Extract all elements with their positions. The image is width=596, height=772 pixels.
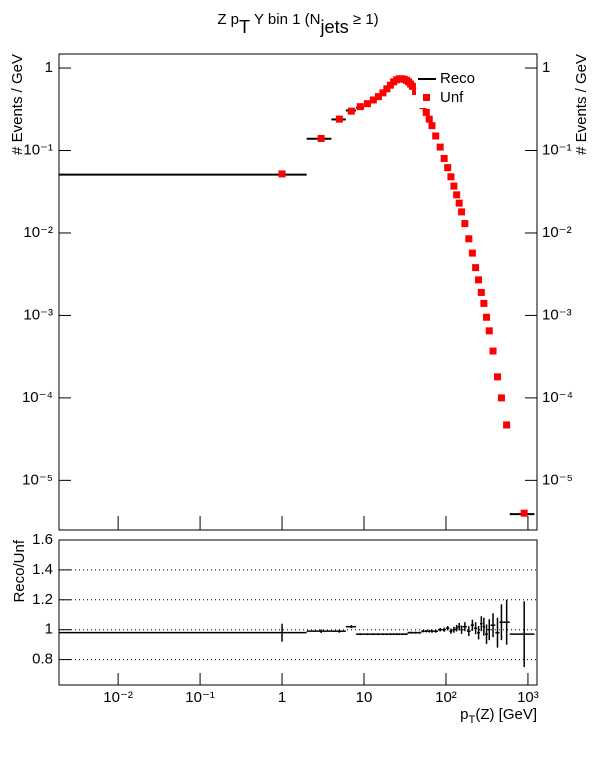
unf-marker <box>422 108 430 116</box>
x-tick-label: 10² <box>435 689 457 706</box>
legend-marker <box>423 94 430 101</box>
unf-marker <box>465 235 473 243</box>
y-axis-label: # Events / GeV <box>9 54 26 155</box>
unf-marker <box>489 347 497 355</box>
unf-marker <box>317 134 325 142</box>
y-tick-label-right: 10⁻² <box>542 224 572 241</box>
unf-marker <box>468 249 476 257</box>
y-tick-label-right: 10⁻¹ <box>542 141 572 158</box>
y-tick-label: 1 <box>45 59 53 76</box>
unf-marker <box>440 154 448 162</box>
chart-title-part: jets <box>319 17 348 37</box>
unf-marker <box>480 299 488 307</box>
chart-title-part: Z p <box>217 11 239 28</box>
unf-marker <box>425 115 433 123</box>
x-axis-label-part: T <box>468 714 475 726</box>
unf-marker <box>483 313 491 321</box>
y-tick-label: 1.2 <box>32 591 53 608</box>
unf-marker <box>408 82 416 90</box>
y-tick-label: 10⁻⁴ <box>22 389 53 406</box>
y-tick-label-right: 10⁻⁴ <box>542 389 573 406</box>
y-tick-label: 10⁻² <box>23 224 53 241</box>
x-tick-label: 10⁻¹ <box>185 689 215 706</box>
y-tick-label-right: 1 <box>542 59 550 76</box>
ratio-frame <box>58 539 538 686</box>
y-tick-label: 1 <box>45 621 53 638</box>
x-tick-label: 10³ <box>517 689 539 706</box>
unf-marker <box>475 276 483 284</box>
unf-marker <box>458 208 466 216</box>
chart-title-part: Y bin 1 (N <box>250 11 320 28</box>
y-axis-label-right: # Events / GeV <box>573 54 590 155</box>
unf-marker <box>497 394 505 402</box>
unf-marker <box>379 89 387 97</box>
y-axis-label: Reco/Unf <box>11 539 28 602</box>
x-tick-label: 1 <box>278 689 286 706</box>
y-tick-label: 10⁻¹ <box>23 141 53 158</box>
unf-marker <box>493 373 501 381</box>
y-tick-label-right: 10⁻⁵ <box>542 471 573 488</box>
unf-marker <box>428 122 436 130</box>
x-tick-label: 10 <box>356 689 373 706</box>
unf-marker <box>444 164 452 172</box>
unf-marker <box>347 107 355 115</box>
chart-title-part: T <box>239 17 250 37</box>
y-tick-label: 1.6 <box>32 531 53 548</box>
x-axis-label-part: p <box>460 706 468 723</box>
x-tick-label: 10⁻² <box>103 689 133 706</box>
unf-marker <box>335 115 343 123</box>
y-tick-label-right: 10⁻³ <box>542 306 572 323</box>
unf-marker <box>383 85 391 93</box>
unf-marker <box>447 173 455 181</box>
unf-marker <box>374 93 382 101</box>
x-axis-label: pT(Z) [GeV] <box>460 706 537 726</box>
top-frame <box>58 53 538 531</box>
unf-marker <box>455 199 463 207</box>
unf-marker <box>503 421 511 429</box>
unf-marker <box>485 327 493 335</box>
legend-label: Reco <box>440 70 475 87</box>
unf-marker <box>432 132 440 140</box>
legend-box <box>416 70 486 108</box>
unf-marker <box>453 191 461 199</box>
y-tick-label: 0.8 <box>32 651 53 668</box>
unf-marker <box>356 103 364 111</box>
unf-marker <box>363 100 371 108</box>
unf-marker <box>412 87 420 95</box>
chart-title: Z pT Y bin 1 (Njets ≥ 1) <box>217 11 378 37</box>
unf-marker <box>436 143 444 151</box>
y-tick-label: 10⁻³ <box>23 306 53 323</box>
chart-title-part: ≥ 1) <box>349 11 379 28</box>
unf-marker <box>461 220 469 228</box>
unf-marker <box>477 288 485 296</box>
y-tick-label: 10⁻⁵ <box>22 471 53 488</box>
unf-marker <box>472 264 480 272</box>
unf-marker <box>520 509 528 517</box>
x-axis-label-part: (Z) [GeV] <box>475 706 537 723</box>
legend-label: Unf <box>440 89 464 106</box>
y-tick-label: 1.4 <box>32 561 53 578</box>
unf-marker <box>278 170 286 178</box>
unf-marker <box>369 96 377 104</box>
unf-marker <box>450 182 458 190</box>
